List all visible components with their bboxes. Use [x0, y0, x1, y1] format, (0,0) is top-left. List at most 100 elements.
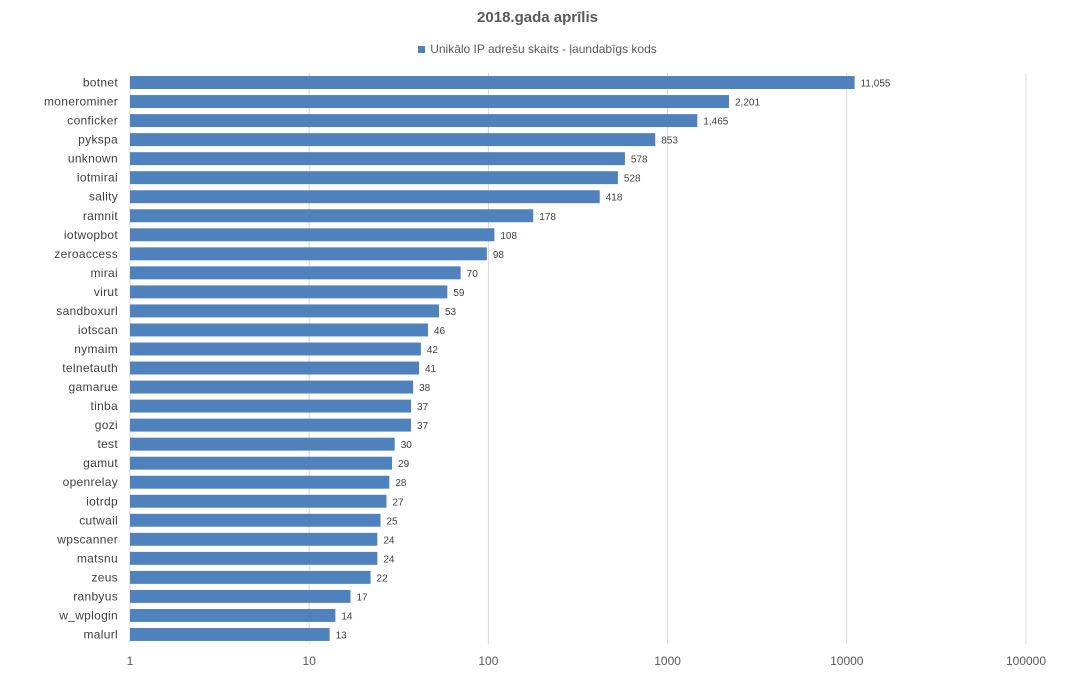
- data-label: 37: [417, 402, 429, 413]
- data-label: 98: [493, 250, 505, 261]
- category-label: openrelay: [63, 475, 118, 489]
- bar: [130, 133, 656, 147]
- bar: [130, 494, 387, 508]
- category-label: iotwopbot: [64, 228, 118, 242]
- category-label: pykspa: [78, 133, 118, 147]
- category-label: malurl: [84, 627, 118, 641]
- category-label: gozi: [95, 418, 118, 432]
- category-label: nymaim: [74, 342, 118, 356]
- data-label: 17: [356, 592, 368, 603]
- bar: [130, 209, 534, 223]
- bar: [130, 171, 618, 185]
- data-label: 25: [387, 516, 399, 527]
- data-label: 178: [539, 212, 556, 223]
- bar: [130, 228, 495, 242]
- bar: [130, 342, 421, 356]
- data-label: 13: [336, 630, 348, 641]
- category-label: wpscanner: [56, 532, 118, 546]
- legend-swatch: [418, 45, 426, 53]
- data-label: 528: [624, 174, 641, 185]
- category-label: matsnu: [77, 551, 118, 565]
- bar: [130, 152, 625, 166]
- category-label: iotmirai: [77, 171, 118, 185]
- category-label: tinba: [90, 399, 118, 413]
- data-label: 53: [445, 307, 457, 318]
- bar: [130, 399, 412, 413]
- bar: [130, 266, 461, 280]
- bar: [130, 361, 420, 375]
- category-label: monerominer: [44, 95, 118, 109]
- data-label: 30: [401, 440, 413, 451]
- data-label: 41: [425, 364, 437, 375]
- bar: [130, 76, 855, 89]
- data-label: 418: [606, 193, 623, 204]
- bar: [130, 418, 412, 432]
- x-tick-label: 10: [303, 654, 317, 668]
- category-label: cutwail: [79, 513, 118, 527]
- category-label: virut: [94, 285, 119, 299]
- bar: [130, 437, 395, 451]
- bar: [130, 628, 330, 641]
- data-label: 46: [434, 326, 446, 337]
- x-tick-label: 1: [127, 654, 134, 668]
- bar: [130, 551, 378, 565]
- category-label: gamut: [83, 456, 118, 470]
- category-label: iotscan: [78, 323, 118, 337]
- bar: [130, 380, 414, 394]
- x-tick-label: 1000: [654, 654, 681, 668]
- category-label: zeus: [91, 570, 118, 584]
- bar: [130, 456, 393, 470]
- category-label: mirai: [91, 266, 119, 280]
- bar: [130, 304, 439, 318]
- data-label: 38: [419, 383, 431, 394]
- data-label: 37: [417, 421, 429, 432]
- data-label: 108: [500, 231, 517, 242]
- bar: [130, 247, 487, 261]
- category-label: unknown: [68, 152, 118, 166]
- category-label: telnetauth: [62, 361, 118, 375]
- data-label: 11,055: [861, 79, 891, 90]
- data-label: 24: [383, 535, 395, 546]
- category-label: ranbyus: [73, 589, 118, 603]
- x-tick-label: 10000: [830, 654, 864, 668]
- data-label: 2,201: [735, 98, 760, 109]
- category-label: w_wplogin: [58, 608, 118, 622]
- category-label: conficker: [67, 114, 118, 128]
- data-label: 28: [395, 478, 407, 489]
- data-label: 42: [427, 345, 439, 356]
- data-label: 70: [467, 269, 479, 280]
- bar: [130, 475, 390, 489]
- bar: [130, 285, 448, 299]
- bar: [130, 532, 378, 546]
- x-tick-label: 100: [478, 654, 498, 668]
- data-label: 29: [398, 459, 410, 470]
- category-label: botnet: [83, 76, 119, 90]
- legend-label: Unikālo IP adrešu skaits - ļaundabīgs ko…: [430, 42, 657, 56]
- bar: [130, 114, 698, 128]
- bar: [130, 513, 381, 527]
- bar: [130, 570, 371, 584]
- x-tick-label: 100000: [1006, 654, 1046, 668]
- category-label: ramnit: [83, 209, 119, 223]
- category-label: test: [97, 437, 118, 451]
- data-label: 24: [383, 554, 395, 565]
- chart-title: 2018.gada aprīlis: [477, 9, 598, 26]
- legend: Unikālo IP adrešu skaits - ļaundabīgs ko…: [0, 42, 1075, 56]
- data-label: 853: [661, 136, 678, 147]
- data-label: 14: [341, 611, 353, 622]
- data-label: 1,465: [703, 117, 728, 128]
- bar: [130, 323, 428, 337]
- category-label: sandboxurl: [56, 304, 118, 318]
- data-label: 27: [393, 497, 405, 508]
- category-label: sality: [89, 190, 118, 204]
- category-label: iotrdp: [86, 494, 118, 508]
- data-label: 22: [377, 573, 389, 584]
- data-label: 578: [631, 155, 648, 166]
- category-label: gamarue: [69, 380, 118, 394]
- bar: [130, 190, 600, 204]
- bar: [130, 95, 729, 109]
- category-label: zeroaccess: [54, 247, 118, 261]
- data-label: 59: [453, 288, 465, 299]
- bar: [130, 589, 351, 603]
